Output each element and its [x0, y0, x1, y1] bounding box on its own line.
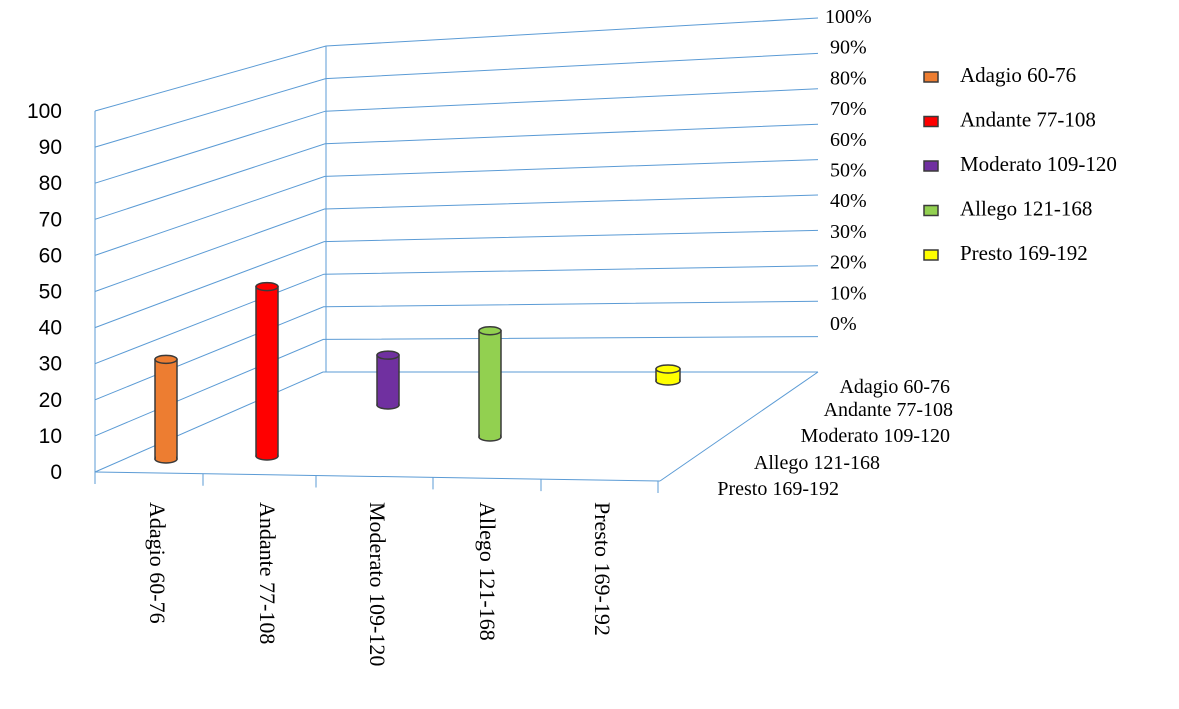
- bar-top: [478, 325, 502, 336]
- y2-tick-label: 10%: [830, 282, 867, 304]
- legend-label: Moderato 109-120: [960, 152, 1117, 176]
- bar: [655, 364, 681, 386]
- bar-top: [154, 354, 178, 365]
- y-tick-label: 20: [39, 389, 62, 412]
- bar: [154, 354, 178, 464]
- legend: Adagio 60-76 Andante 77-108 Moderato 109-1…: [923, 63, 1117, 265]
- y2-tick-label: 60%: [830, 129, 867, 151]
- y-tick-label: 100: [27, 100, 62, 123]
- legend-label: Presto 169-192: [960, 241, 1088, 265]
- y2-tick-label: 40%: [830, 190, 867, 212]
- legend-swatch: [923, 115, 939, 128]
- legend-item: Moderato 109-120: [923, 152, 1117, 176]
- bar: [255, 281, 279, 461]
- bar-top: [255, 281, 279, 292]
- y-tick-label: 80: [39, 172, 62, 195]
- y-tick-label: 10: [39, 425, 62, 448]
- category-axis-labels: Adagio 60-76 Andante 77-108 Moderato 109-1…: [145, 502, 615, 666]
- gridline: [94, 194, 819, 292]
- bar-fill: [480, 330, 500, 437]
- category-axis-label: Allego 121-168: [475, 502, 500, 641]
- y-tick-label: 50: [39, 281, 62, 304]
- y2-tick-label: 80%: [830, 67, 867, 89]
- legend-swatch: [923, 160, 939, 172]
- depth-axis-label: Adagio 60-76: [839, 376, 950, 398]
- legend-item: Andante 77-108: [923, 108, 1096, 132]
- y2-tick-label: 20%: [830, 252, 867, 274]
- y-tick-label: 70: [39, 208, 62, 231]
- legend-swatch: [923, 249, 939, 261]
- y2-tick-label: 30%: [830, 221, 867, 243]
- gridline: [94, 265, 819, 365]
- gridlines: [94, 17, 819, 473]
- gridline: [94, 159, 819, 256]
- legend-label: Allego 121-168: [960, 197, 1092, 221]
- depth-axis-label: Allego 121-168: [754, 452, 880, 474]
- category-axis-label: Adagio 60-76: [145, 502, 170, 624]
- y2-tick-label: 100%: [825, 6, 872, 28]
- y-tick-label: 60: [39, 244, 62, 267]
- gridline: [94, 52, 819, 148]
- legend-swatch: [923, 204, 939, 217]
- bar-fill: [257, 286, 277, 456]
- bar: [478, 325, 502, 442]
- depth-axis-label: Andante 77-108: [824, 399, 953, 421]
- gridline: [94, 88, 819, 184]
- legend-label: Andante 77-108: [960, 108, 1096, 132]
- y-tick-label: 0: [50, 461, 62, 484]
- category-axis-label: Moderato 109-120: [365, 502, 390, 666]
- gridline: [94, 371, 818, 473]
- y2-tick-label: 0%: [830, 313, 857, 335]
- y2-axis-ticks: 0% 10% 20% 30% 40% 50% 60% 70% 80% 90% 100%: [825, 6, 872, 335]
- legend-label: Adagio 60-76: [960, 63, 1076, 87]
- bar: [376, 350, 400, 410]
- y2-tick-label: 70%: [830, 98, 867, 120]
- y2-tick-label: 50%: [830, 160, 867, 182]
- depth-axis-label: Moderato 109-120: [801, 425, 950, 447]
- legend-item: Adagio 60-76: [923, 63, 1076, 87]
- bar-top: [376, 350, 400, 360]
- y-axis-ticks: 0 10 20 30 40 50 60 70 80 90 100: [27, 100, 62, 484]
- chart-frame: [94, 46, 819, 493]
- category-axis-label: Andante 77-108: [255, 502, 280, 644]
- y-tick-label: 90: [39, 136, 62, 159]
- depth-axis-label: Presto 169-192: [717, 478, 839, 500]
- floor-front-edge: [94, 471, 661, 482]
- category-axis-label: Presto 169-192: [590, 502, 615, 636]
- legend-item: Allego 121-168: [923, 197, 1092, 221]
- gridline: [94, 336, 819, 437]
- y2-tick-label: 90%: [830, 37, 867, 59]
- bars: [154, 281, 681, 464]
- bar-fill: [378, 355, 398, 405]
- gridline: [94, 229, 819, 329]
- legend-item: Presto 169-192: [923, 241, 1088, 265]
- gridline: [94, 300, 819, 401]
- y-tick-label: 40: [39, 317, 62, 340]
- bar-top: [655, 364, 681, 374]
- floor-right-edge: [659, 371, 819, 482]
- gridline: [94, 17, 819, 112]
- gridline: [94, 123, 819, 220]
- legend-swatch: [923, 71, 939, 83]
- y-tick-label: 30: [39, 353, 62, 376]
- bar-fill: [156, 359, 176, 459]
